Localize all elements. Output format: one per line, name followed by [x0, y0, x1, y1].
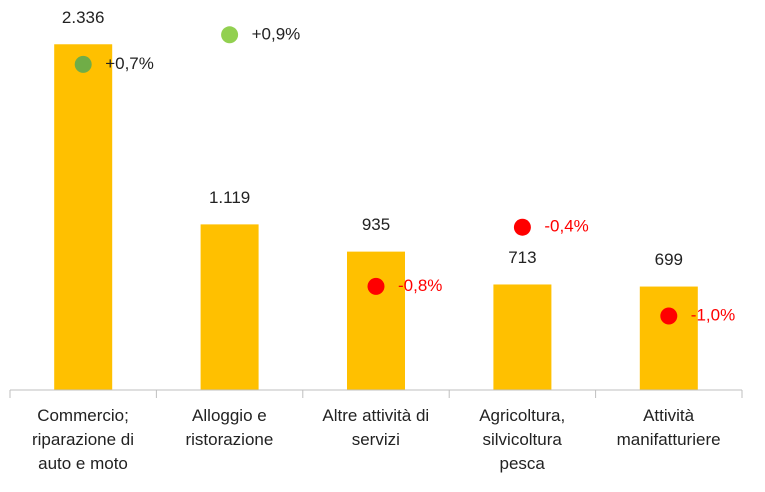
value-label: -0,8%: [398, 276, 442, 295]
value-label: 713: [508, 248, 536, 267]
bar: [639, 286, 698, 390]
dot: [74, 55, 92, 73]
value-label: 699: [655, 250, 683, 269]
x-tick-label: Attività manifatturiere: [616, 406, 721, 449]
value-label: +0,7%: [105, 54, 154, 73]
value-label: 1.119: [209, 188, 250, 207]
value-label: 935: [362, 215, 390, 234]
x-tick-label: Altre attività di servizi: [322, 406, 430, 449]
value-label: +0,9%: [252, 24, 301, 43]
bar: [493, 284, 552, 390]
x-tick-label: Commercio; riparazione di auto e moto: [31, 406, 135, 473]
dot: [221, 26, 239, 44]
x-tick-label: Agricoltura, silvicoltura pesca: [479, 406, 566, 473]
x-tick-label: Alloggio e ristorazione: [185, 406, 274, 449]
dot: [367, 277, 385, 295]
value-label: 2.336: [62, 8, 105, 27]
bar: [54, 44, 113, 390]
dot: [513, 218, 531, 236]
value-label: -1,0%: [691, 305, 735, 324]
dot: [660, 307, 678, 325]
bar: [200, 224, 259, 390]
bar: [347, 251, 405, 390]
value-label: -0,4%: [544, 217, 588, 236]
